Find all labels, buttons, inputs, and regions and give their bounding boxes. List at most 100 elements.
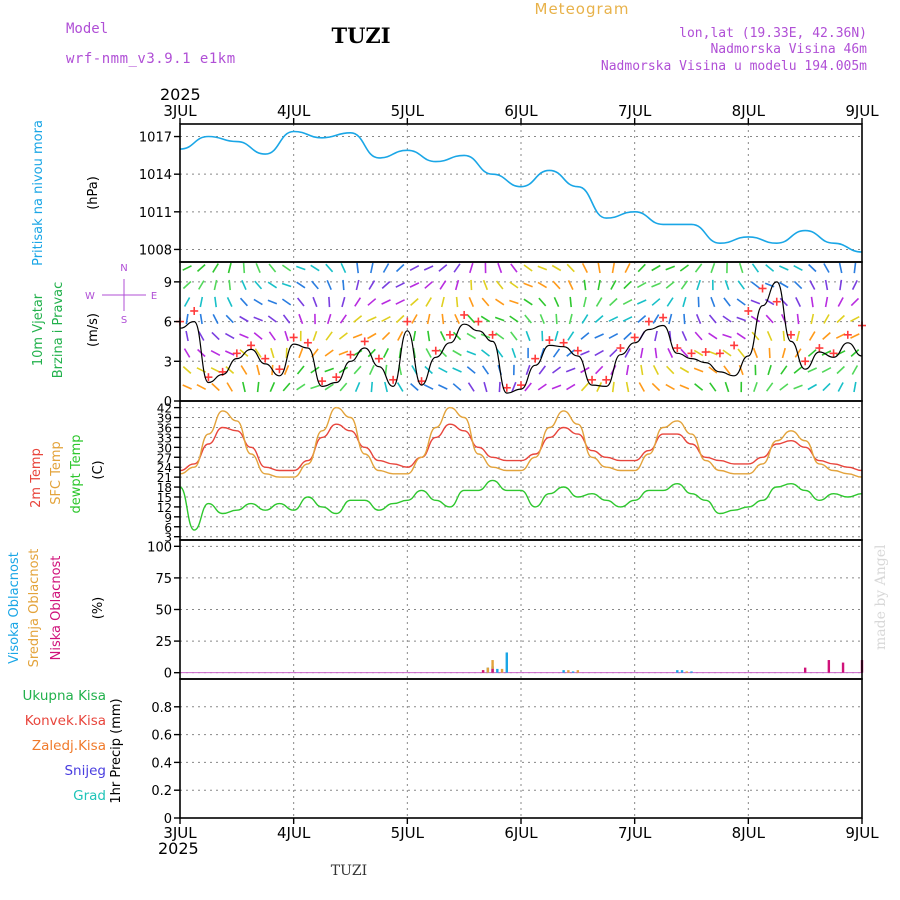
precip-legend-item: Zaledj.Kisa [32, 738, 106, 754]
wind-vector [781, 347, 786, 359]
wind-vector [454, 313, 460, 325]
wind-vector [282, 314, 291, 324]
wind-vector [824, 279, 829, 291]
wind-vector [328, 296, 331, 308]
wind-vector [424, 281, 434, 289]
cloud-bar-low [491, 668, 494, 673]
wind-vector [438, 366, 448, 374]
wind-vector [395, 299, 405, 305]
wind-vector [793, 264, 803, 272]
wind-vector [538, 297, 547, 307]
wind-vector [354, 381, 361, 393]
wind-vector [567, 280, 574, 290]
wind-vector [637, 315, 647, 323]
wind-vector [693, 349, 704, 357]
wind-vector [838, 262, 843, 274]
wind-vector [511, 381, 517, 393]
wind-gust-point [232, 349, 241, 358]
wind-vector [409, 264, 420, 272]
wind-vector [537, 281, 548, 289]
wind-vector [423, 265, 434, 271]
wind-vector [270, 347, 275, 359]
wind-vector [511, 347, 517, 359]
wind-vector [367, 332, 377, 340]
wind-vector [651, 298, 661, 306]
y-tick-label: 42 [157, 402, 172, 416]
wind-vector [681, 330, 688, 342]
wind-vector [468, 296, 475, 308]
cloud-bar-high [562, 670, 565, 673]
wind-gust-point [701, 348, 710, 357]
wind-gust-point [602, 375, 611, 384]
wind-vector [765, 314, 774, 324]
wind-vector [226, 297, 233, 307]
wind-vector [736, 298, 746, 306]
wind-vector [796, 330, 801, 342]
wind-vector [370, 381, 373, 393]
wind-vector [324, 383, 334, 391]
temp-line-dewpt [179, 479, 863, 531]
wind-vector [608, 332, 619, 340]
wind-vector [410, 383, 419, 391]
wind-vector [836, 365, 845, 375]
wind-vector [537, 383, 547, 391]
x-tick-label-bottom: 3JUL [163, 824, 197, 842]
wind-vector [552, 366, 562, 374]
wind-vector [281, 282, 292, 288]
wind-gust-point [346, 350, 355, 359]
wind-vector [837, 382, 844, 392]
wind-vector [624, 348, 631, 358]
wind-vector [226, 382, 233, 392]
wind-vector [281, 264, 292, 272]
axis-labels: 1008101110141017036936912151821242730333… [7, 102, 879, 842]
wind-vector [439, 331, 446, 341]
chart-kind-title: Meteogram [535, 0, 630, 18]
wind-gust-point [772, 297, 781, 306]
wind-gust-point [815, 344, 824, 353]
year-top: 2025 [160, 85, 201, 104]
wind-vector [325, 331, 333, 341]
cloud-bar-mid [500, 668, 504, 673]
wind-vector [539, 347, 545, 359]
wind-vector [224, 350, 235, 356]
wind-gust-point [843, 330, 852, 339]
wind-vector [298, 347, 304, 359]
y-tick-label: 1017 [139, 131, 172, 146]
wind-vector [494, 316, 505, 322]
y-tick-label: 15 [157, 491, 172, 505]
wind-vector [427, 330, 431, 342]
wind-vector [553, 296, 560, 308]
y-tick-label: 24 [157, 461, 172, 475]
wind-vector [623, 331, 632, 341]
wind-vector [581, 263, 589, 273]
wind-vector [455, 296, 459, 308]
wind-vector [779, 265, 789, 271]
panel-frames [174, 118, 863, 824]
wind-vector [696, 279, 701, 291]
y-tick-label: 0 [164, 667, 172, 682]
wind-vector [609, 348, 618, 358]
wind-vector [510, 331, 518, 341]
wind-vector [580, 332, 590, 340]
wind-vector [524, 382, 532, 392]
y-tick-label: 36 [157, 421, 172, 435]
wind-gust-point [559, 338, 568, 347]
wind-vector [594, 315, 604, 323]
wind-gust-point [531, 354, 540, 363]
wind-vector [566, 263, 575, 273]
wind-vector [807, 367, 818, 373]
y-tick-label: 12 [157, 501, 172, 515]
x-tick-label-bottom: 8JUL [732, 824, 766, 842]
wind-vector [537, 265, 548, 271]
wind-vector [182, 265, 192, 271]
wind-vector [198, 331, 205, 341]
wind-vector [354, 297, 362, 307]
y-tick-label: 3 [164, 355, 172, 370]
wind-vector [695, 314, 702, 324]
wind-vector [611, 381, 615, 393]
wind-vector [538, 365, 547, 375]
cloud-bar-low [803, 667, 807, 673]
wind-vector [850, 349, 860, 357]
wind-vector [338, 332, 348, 340]
wind-vector [254, 280, 263, 290]
